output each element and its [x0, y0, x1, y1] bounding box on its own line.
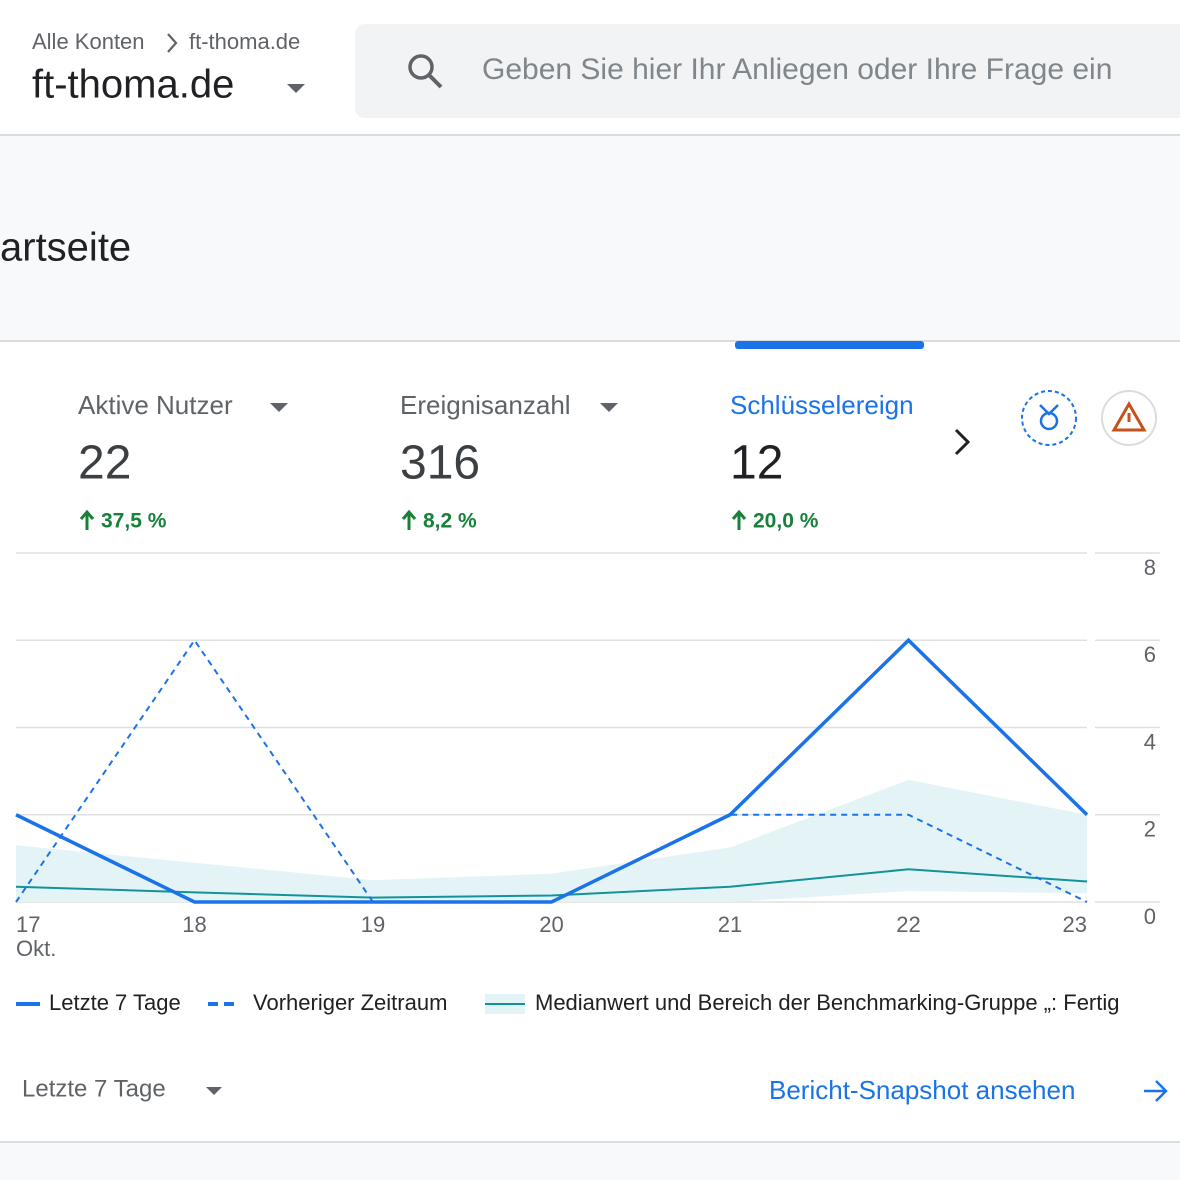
y-tick-label: 2 — [1144, 817, 1156, 842]
metric-value: 12 — [730, 437, 783, 490]
search-icon — [427, 73, 443, 89]
series-line — [15, 638, 1088, 903]
report-link[interactable]: Bericht-Snapshot ansehen — [769, 1075, 1075, 1105]
badge-icon — [1039, 404, 1059, 416]
legend-label: Medianwert und Bereich der Benchmarking-… — [535, 990, 1120, 1015]
x-sublabel: Okt. — [16, 936, 56, 961]
trend-arrow — [731, 509, 747, 530]
active-tab — [735, 341, 924, 349]
metric-value: 22 — [78, 437, 131, 490]
range-band — [16, 779, 1087, 902]
metric-change: 37,5 % — [101, 510, 167, 533]
period-selector[interactable]: Letzte 7 Tage — [22, 1075, 166, 1102]
x-tick-label: 18 — [182, 912, 206, 937]
y-tick-label: 0 — [1144, 904, 1156, 929]
x-tick-label: 21 — [718, 912, 742, 937]
search-box[interactable] — [355, 24, 1180, 118]
trend-arrow — [79, 509, 95, 530]
x-tick-label: 20 — [539, 912, 563, 937]
y-tick-label: 4 — [1144, 729, 1156, 754]
breadcrumb[interactable]: Alle Konten — [32, 29, 145, 54]
metric-change: 8,2 % — [423, 510, 477, 533]
y-tick-label: 6 — [1144, 642, 1156, 667]
link-arrow[interactable] — [1144, 1080, 1168, 1102]
search-icon — [408, 54, 434, 80]
page-title: artseite — [0, 226, 131, 270]
metric-label[interactable]: Schlüsselereign — [730, 390, 914, 420]
x-tick-label: 22 — [896, 912, 920, 937]
warning-icon — [1111, 400, 1147, 432]
x-tick-label: 19 — [361, 912, 385, 937]
dropdown-icon[interactable] — [206, 1087, 222, 1095]
metric-dropdown[interactable] — [270, 403, 288, 412]
metric-change: 20,0 % — [753, 510, 819, 533]
search-placeholder[interactable]: Geben Sie hier Ihr Anliegen oder Ihre Fr… — [482, 53, 1112, 86]
below-card — [0, 1143, 1180, 1180]
title-band — [0, 136, 1180, 341]
metric-dropdown[interactable] — [600, 403, 618, 412]
breadcrumb-sep — [167, 33, 178, 53]
y-tick-label: 8 — [1144, 555, 1156, 580]
series-line — [15, 637, 1089, 904]
metric-label[interactable]: Aktive Nutzer — [78, 390, 233, 420]
series-line — [15, 868, 1088, 899]
metric-value: 316 — [400, 437, 480, 490]
next-arrow[interactable] — [954, 428, 971, 456]
badge-icon[interactable] — [1021, 390, 1077, 446]
metric-label[interactable]: Ereignisanzahl — [400, 390, 571, 420]
x-tick-label: 17 — [16, 912, 40, 937]
dropdown-icon[interactable] — [287, 84, 305, 93]
legend-label: Vorheriger Zeitraum — [253, 990, 447, 1015]
trend-arrow — [401, 509, 417, 530]
property-name[interactable]: ft-thoma.de — [32, 63, 234, 107]
x-tick-label: 23 — [1063, 912, 1087, 937]
legend-label: Letzte 7 Tage — [49, 990, 181, 1015]
breadcrumb[interactable]: ft-thoma.de — [189, 29, 300, 54]
